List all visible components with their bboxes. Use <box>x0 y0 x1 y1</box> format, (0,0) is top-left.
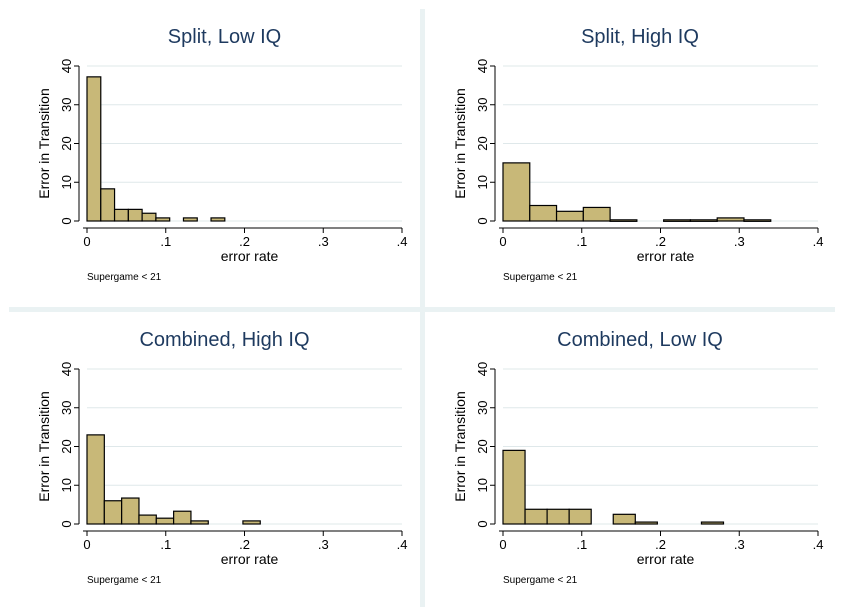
x-tick-label: 0 <box>499 537 506 552</box>
x-tick-label: .2 <box>239 234 250 249</box>
histogram-bar <box>582 206 611 222</box>
chart-title: Combined, High IQ <box>139 329 309 351</box>
panel-combined-high-iq: Combined, High IQ 0 10 20 30 40 Error in Trans… <box>9 312 420 607</box>
histogram-bar <box>182 217 198 222</box>
y-tick-label: 0 <box>59 217 74 224</box>
histogram-bar <box>86 434 105 525</box>
y-tick-label: 30 <box>59 401 74 415</box>
histogram-bar <box>634 521 658 525</box>
histogram-bar <box>502 162 531 222</box>
histogram-bar <box>700 521 725 525</box>
x-axis-label: error rate <box>221 551 279 567</box>
y-tick-label: 10 <box>475 175 490 189</box>
x-tick-label: .1 <box>160 234 171 249</box>
x-tick-label: .4 <box>397 234 408 249</box>
chart-svg: Combined, High IQ 0 10 20 30 40 Error in Trans… <box>36 329 408 586</box>
y-tick-label: 20 <box>475 439 490 453</box>
y-tick-label: 40 <box>59 59 74 73</box>
histogram-bar <box>113 208 129 222</box>
y-tick-label: 20 <box>475 136 490 150</box>
x-tick-label: .3 <box>318 537 329 552</box>
histogram-bar <box>121 497 140 525</box>
x-tick-label: .3 <box>734 537 745 552</box>
y-tick-label: 10 <box>59 478 74 492</box>
histogram-bar <box>524 508 548 525</box>
chart-note: Supergame < 21 <box>503 272 578 283</box>
chart-svg: Split, Low IQ 0 10 20 30 40 Error in Transitio… <box>36 26 408 283</box>
x-tick-label: .1 <box>160 537 171 552</box>
histogram-bar <box>242 520 261 525</box>
y-axis-label: Error in Transition <box>36 391 52 501</box>
x-tick-label: .1 <box>576 234 587 249</box>
histogram-bar <box>568 508 592 525</box>
x-tick-label: .2 <box>239 537 250 552</box>
x-tick-label: .3 <box>318 234 329 249</box>
histogram-bar <box>663 219 692 222</box>
x-axis-label: error rate <box>637 248 695 264</box>
chart-svg: Split, High IQ 0 10 20 30 40 Error in Transiti… <box>452 26 824 283</box>
x-tick-label: .4 <box>813 537 824 552</box>
histogram-bar <box>138 514 157 525</box>
chart-svg: Combined, Low IQ 0 10 20 30 40 Error in Transi… <box>452 329 824 586</box>
y-tick-label: 10 <box>59 175 74 189</box>
histogram-bar <box>612 513 636 525</box>
y-tick-label: 20 <box>59 439 74 453</box>
chart-title: Combined, Low IQ <box>557 329 723 351</box>
y-tick-label: 40 <box>59 362 74 376</box>
y-tick-label: 40 <box>475 59 490 73</box>
histogram-bar <box>86 76 102 222</box>
y-axis-label: Error in Transition <box>452 391 468 501</box>
x-tick-label: .2 <box>655 537 666 552</box>
y-tick-label: 0 <box>475 520 490 527</box>
panel-split-low-iq: Split, Low IQ 0 10 20 30 40 Error in Transitio… <box>9 9 420 307</box>
y-axis-label: Error in Transition <box>452 88 468 198</box>
histogram-bar <box>155 517 175 525</box>
chart-note: Supergame < 21 <box>87 272 162 283</box>
histogram-bar <box>555 210 584 222</box>
y-tick-label: 40 <box>475 362 490 376</box>
y-axis-label: Error in Transition <box>36 88 52 198</box>
chart-note: Supergame < 21 <box>87 575 162 586</box>
x-axis-label: error rate <box>221 248 279 264</box>
x-tick-label: 0 <box>83 537 90 552</box>
histogram-bar <box>173 510 192 525</box>
histogram-bar <box>155 217 171 222</box>
figure: Split, Low IQ 0 10 20 30 40 Error in Transitio… <box>9 9 835 607</box>
chart-title: Split, High IQ <box>581 26 699 48</box>
histogram-bar <box>716 217 745 222</box>
panel-combined-low-iq: Combined, Low IQ 0 10 20 30 40 Error in Transi… <box>425 312 835 607</box>
histogram-bar <box>502 449 526 525</box>
x-tick-label: 0 <box>83 234 90 249</box>
y-tick-label: 30 <box>59 98 74 112</box>
histogram-bar <box>103 500 123 525</box>
panel-split-high-iq: Split, High IQ 0 10 20 30 40 Error in Transiti… <box>425 9 835 307</box>
chart-title: Split, Low IQ <box>168 26 281 48</box>
x-tick-label: .1 <box>576 537 587 552</box>
y-tick-label: 0 <box>59 520 74 527</box>
y-tick-label: 30 <box>475 98 490 112</box>
y-tick-label: 0 <box>475 217 490 224</box>
x-tick-label: .4 <box>397 537 408 552</box>
chart-note: Supergame < 21 <box>503 575 578 586</box>
x-tick-label: .4 <box>813 234 824 249</box>
histogram-bar <box>100 188 116 222</box>
histogram-bar <box>529 204 558 222</box>
x-tick-label: .2 <box>655 234 666 249</box>
y-tick-label: 30 <box>475 401 490 415</box>
histogram-bar <box>210 217 226 222</box>
histogram-bar <box>609 219 638 222</box>
y-tick-label: 10 <box>475 478 490 492</box>
x-axis-label: error rate <box>637 551 695 567</box>
histogram-bar <box>546 508 570 525</box>
x-tick-label: .3 <box>734 234 745 249</box>
histogram-bar <box>190 520 209 525</box>
x-tick-label: 0 <box>499 234 506 249</box>
histogram-bar <box>689 219 718 222</box>
histogram-bar <box>141 212 157 222</box>
histogram-bar <box>127 208 143 222</box>
histogram-bar <box>743 219 772 222</box>
y-tick-label: 20 <box>59 136 74 150</box>
